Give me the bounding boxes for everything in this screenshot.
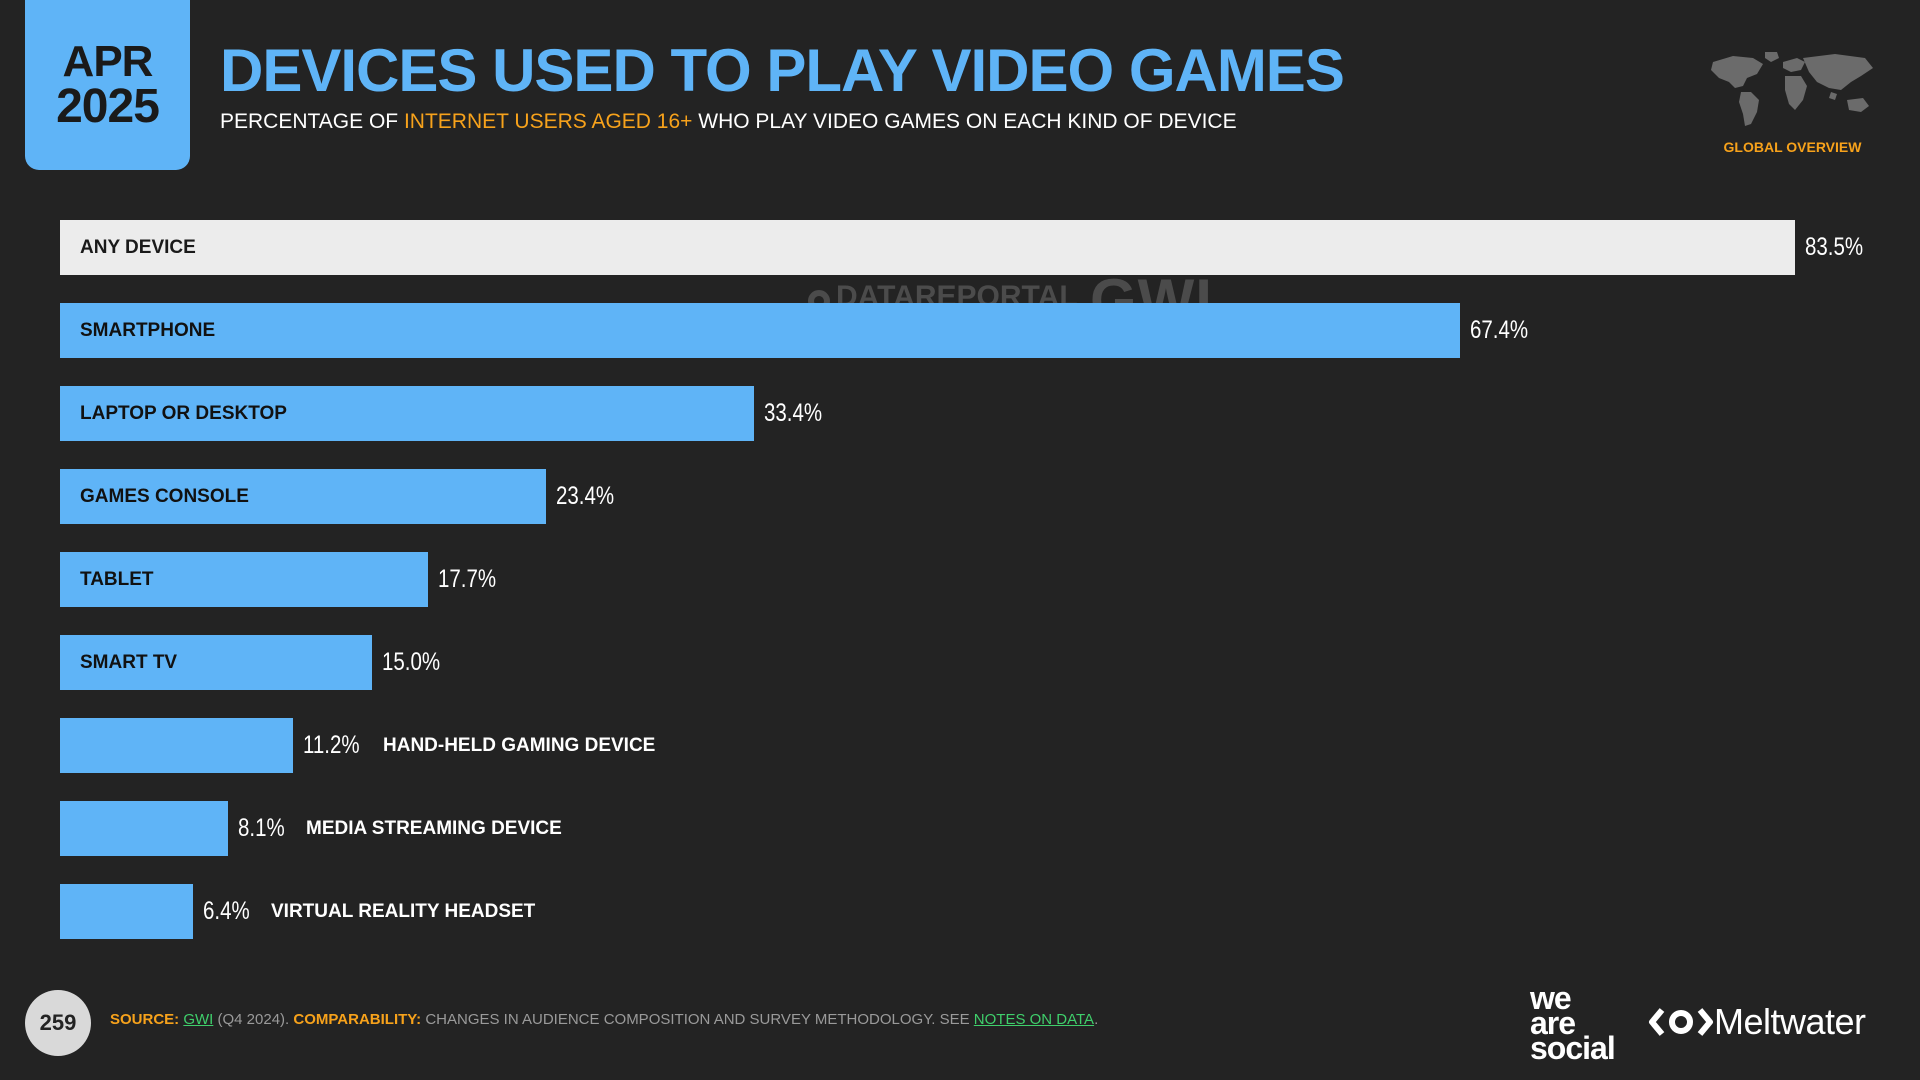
meltwater-text: Meltwater — [1714, 1001, 1866, 1042]
bar — [60, 303, 1460, 358]
category-label: LAPTOP OR DESKTOP — [80, 403, 287, 424]
source-link[interactable]: GWI — [183, 1011, 214, 1028]
subtitle-post: WHO PLAY VIDEO GAMES ON EACH KIND OF DEV… — [692, 110, 1237, 133]
region-label: GLOBAL OVERVIEW — [1723, 139, 1862, 155]
page-subtitle: PERCENTAGE OF INTERNET USERS AGED 16+ WH… — [220, 110, 1237, 134]
bar — [60, 718, 293, 773]
category-label: VIRTUAL REALITY HEADSET — [271, 901, 536, 922]
logo-are: are — [1530, 1004, 1576, 1041]
bar — [60, 386, 754, 441]
date-year: 2025 — [56, 80, 160, 134]
date-badge: APR 2025 — [25, 0, 190, 170]
value-label: 83.5% — [1805, 233, 1864, 261]
bar — [60, 635, 372, 690]
subtitle-pre: PERCENTAGE OF — [220, 110, 404, 133]
logo-social: social — [1530, 1029, 1616, 1066]
value-label: 33.4% — [764, 399, 823, 427]
meltwater-logo: Meltwater — [1648, 1001, 1866, 1042]
category-label: SMART TV — [80, 652, 178, 673]
value-label: 67.4% — [1470, 316, 1529, 344]
page-number: 259 — [25, 990, 91, 1056]
value-label: 17.7% — [438, 565, 497, 593]
bar — [60, 801, 228, 856]
category-label: MEDIA STREAMING DEVICE — [306, 818, 562, 839]
comparability-text: CHANGES IN AUDIENCE COMPOSITION AND SURV… — [421, 1011, 974, 1028]
bar — [60, 469, 546, 524]
value-label: 8.1% — [238, 814, 285, 842]
value-label: 11.2% — [303, 731, 360, 759]
bar — [60, 552, 428, 607]
bar — [60, 884, 193, 939]
subtitle-highlight: INTERNET USERS AGED 16+ — [403, 110, 693, 133]
notes-on-data-link[interactable]: NOTES ON DATA — [973, 1011, 1095, 1028]
comparability-label: COMPARABILITY: — [293, 1011, 422, 1028]
footer-end: . — [1094, 1011, 1099, 1028]
page-title: DEVICES USED TO PLAY VIDEO GAMES — [220, 37, 1345, 104]
source-rest: (Q4 2024). — [213, 1011, 294, 1028]
category-label: SMARTPHONE — [80, 320, 216, 341]
category-label: ANY DEVICE — [80, 237, 196, 258]
source-label: SOURCE: — [110, 1011, 180, 1028]
world-map-icon — [1711, 52, 1873, 126]
value-label: 23.4% — [556, 482, 615, 510]
meltwater-logo-icon — [1649, 1008, 1713, 1036]
value-label: 6.4% — [203, 897, 250, 925]
bar-chart: 83.5% ANY DEVICE 67.4% SMARTPHONE 33.4% LAPTO… — [60, 220, 1864, 939]
source-footer: SOURCE: GWI (Q4 2024). COMPARABILITY: CH… — [110, 1011, 1098, 1028]
we-are-social-logo: we are social — [1530, 980, 1616, 1066]
bar — [60, 220, 1795, 275]
logo-we: we — [1530, 980, 1572, 1016]
value-label: 15.0% — [382, 648, 441, 676]
category-label: GAMES CONSOLE — [80, 486, 249, 507]
category-label: TABLET — [80, 569, 154, 590]
category-label: HAND-HELD GAMING DEVICE — [383, 735, 656, 756]
date-month: APR — [62, 36, 154, 86]
